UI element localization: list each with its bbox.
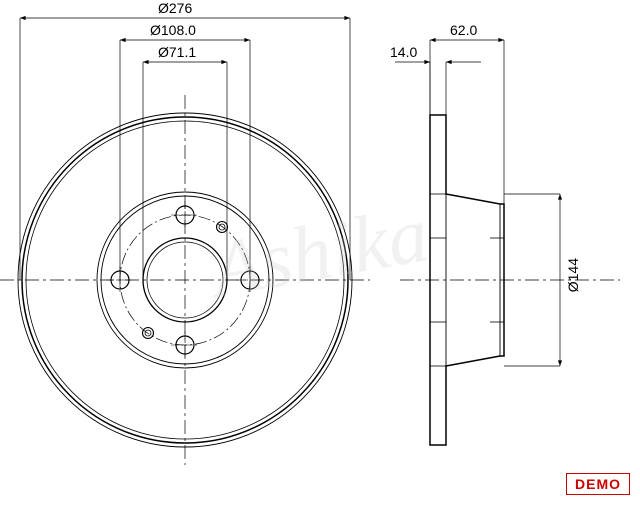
demo-badge: DEMO [566, 473, 630, 495]
dim-thickness: 14.0 [390, 44, 417, 60]
dim-outer-dia: Ø276 [158, 0, 192, 16]
side-view [400, 115, 620, 445]
front-view [0, 95, 370, 465]
dim-bore: Ø71.1 [158, 44, 196, 60]
technical-drawing [0, 0, 640, 505]
dim-width: 62.0 [450, 22, 477, 38]
dim-hub-dia: Ø144 [565, 258, 581, 292]
side-dims [395, 40, 560, 366]
dim-pcd: Ø108.0 [150, 22, 196, 38]
